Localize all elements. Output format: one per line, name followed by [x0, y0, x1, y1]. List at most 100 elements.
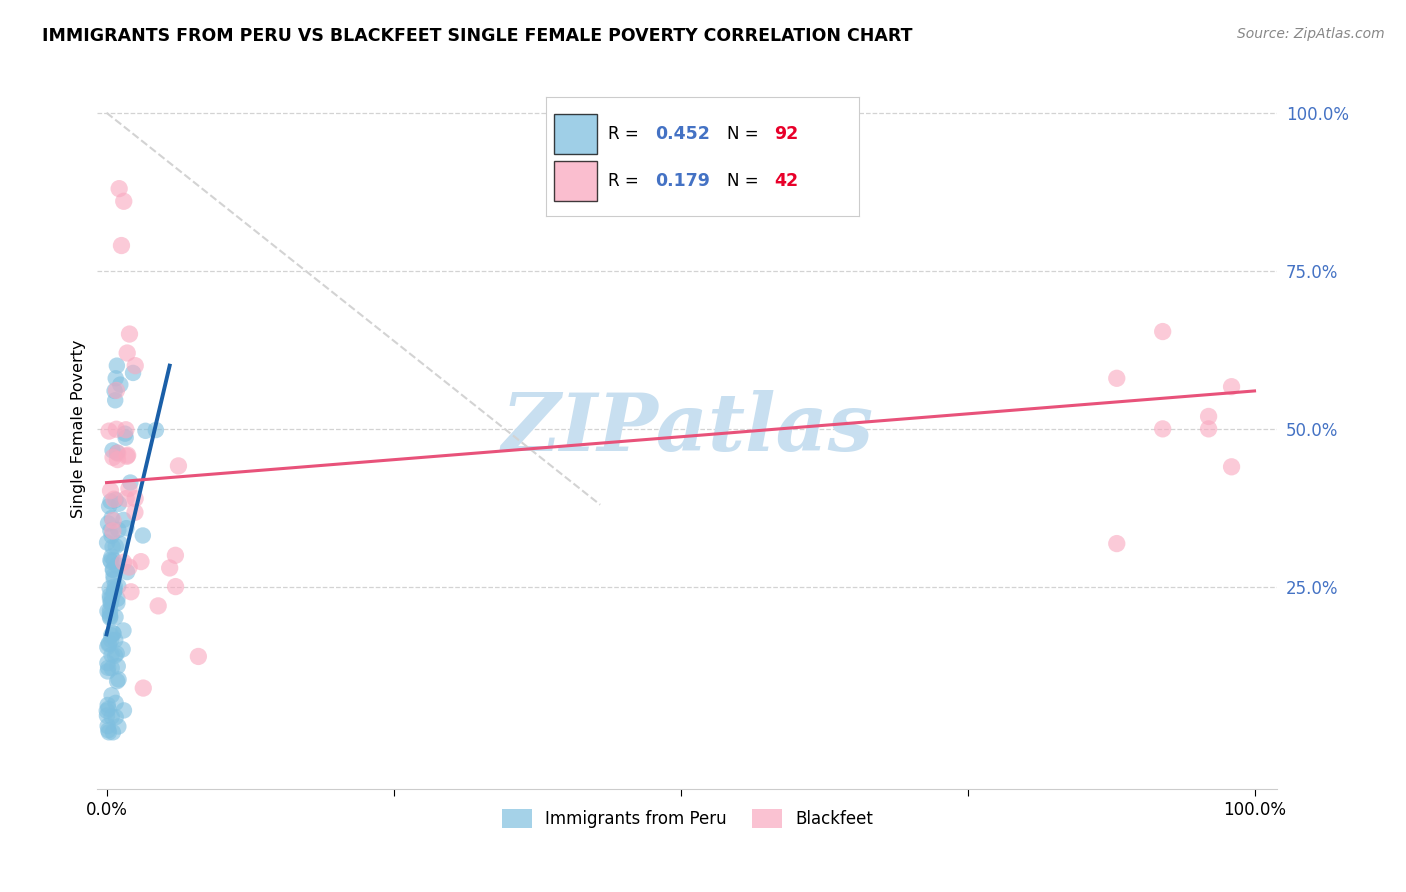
Point	[103, 572, 125, 586]
Point	[1198, 409, 1220, 424]
Point	[98, 607, 121, 621]
Point	[187, 649, 209, 664]
Point	[1198, 422, 1220, 436]
Point	[97, 516, 120, 531]
Point	[97, 698, 120, 712]
Point	[105, 596, 128, 610]
Point	[104, 539, 127, 553]
Point	[100, 648, 122, 662]
Point	[101, 540, 124, 554]
Point	[115, 491, 138, 506]
Point	[148, 599, 170, 613]
Point	[145, 423, 167, 437]
Point	[98, 589, 121, 603]
Point	[100, 511, 122, 525]
Point	[104, 648, 127, 663]
Point	[101, 443, 124, 458]
Point	[103, 585, 125, 599]
Point	[1152, 325, 1174, 339]
Point	[103, 492, 125, 507]
Point	[101, 563, 124, 577]
Point	[100, 709, 122, 723]
Point	[97, 719, 120, 733]
Point	[96, 708, 118, 723]
Point	[100, 632, 122, 647]
Point	[97, 661, 120, 675]
Point	[110, 377, 132, 392]
Point	[97, 723, 120, 738]
Point	[107, 452, 129, 467]
Point	[104, 393, 127, 408]
Point	[100, 549, 122, 564]
Point	[100, 595, 122, 609]
Point	[105, 384, 128, 398]
Point	[120, 584, 142, 599]
Point	[105, 647, 128, 661]
Point	[124, 505, 146, 519]
Point	[105, 445, 128, 459]
Point	[98, 611, 121, 625]
Point	[101, 514, 124, 528]
Point	[129, 555, 152, 569]
Point	[1152, 422, 1174, 436]
Point	[107, 673, 129, 687]
Point	[114, 431, 136, 445]
Point	[1220, 459, 1243, 474]
Point	[97, 702, 120, 716]
Point	[1220, 380, 1243, 394]
Point	[104, 371, 127, 385]
Point	[98, 636, 121, 650]
Legend: Immigrants from Peru, Blackfeet: Immigrants from Peru, Blackfeet	[495, 803, 880, 835]
Point	[117, 448, 139, 462]
Point	[114, 426, 136, 441]
Point	[100, 529, 122, 543]
Text: ZIPatlas: ZIPatlas	[502, 390, 873, 467]
Point	[118, 482, 141, 496]
Point	[105, 558, 128, 573]
Point	[107, 579, 129, 593]
Point	[103, 583, 125, 598]
Point	[96, 604, 118, 618]
Point	[104, 492, 127, 507]
Point	[165, 580, 187, 594]
Point	[101, 450, 124, 465]
Point	[112, 513, 135, 527]
Point	[103, 553, 125, 567]
Point	[112, 703, 135, 717]
Text: Source: ZipAtlas.com: Source: ZipAtlas.com	[1237, 27, 1385, 41]
Point	[105, 359, 128, 373]
Point	[122, 366, 145, 380]
Point	[96, 640, 118, 654]
Point	[118, 560, 141, 574]
Point	[96, 535, 118, 549]
Point	[108, 181, 131, 195]
Point	[103, 563, 125, 577]
Point	[97, 665, 120, 679]
Point	[104, 582, 127, 597]
Point	[100, 524, 122, 538]
Point	[101, 626, 124, 640]
Point	[103, 569, 125, 583]
Point	[107, 659, 129, 673]
Point	[98, 609, 121, 624]
Point	[112, 194, 135, 209]
Point	[98, 591, 121, 606]
Point	[98, 500, 121, 514]
Point	[101, 524, 124, 538]
Point	[101, 591, 124, 605]
Point	[107, 446, 129, 460]
Point	[100, 555, 122, 569]
Point	[1105, 536, 1128, 550]
Point	[118, 326, 141, 341]
Point	[96, 656, 118, 670]
Point	[112, 624, 135, 638]
Point	[104, 579, 127, 593]
Point	[101, 725, 124, 739]
Point	[96, 704, 118, 718]
Point	[104, 710, 127, 724]
Point	[159, 561, 181, 575]
Point	[115, 450, 138, 464]
Point	[108, 497, 131, 511]
Point	[98, 582, 121, 596]
Point	[115, 565, 138, 579]
